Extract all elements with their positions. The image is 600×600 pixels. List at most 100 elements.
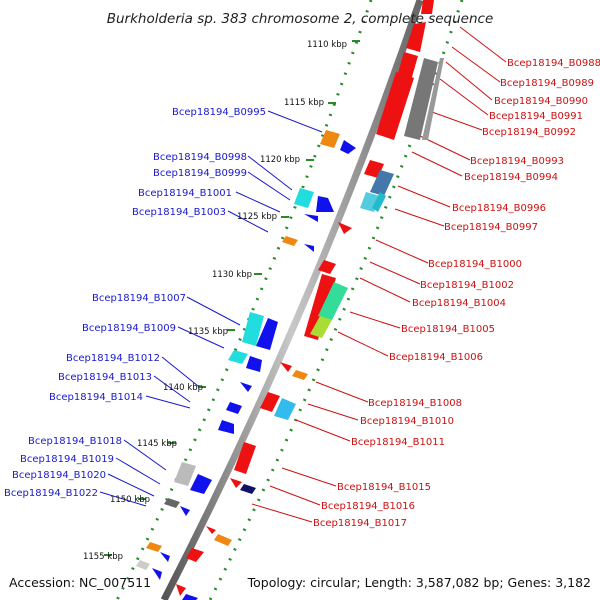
gene-label[interactable]: Bcep18194_B0999: [153, 168, 247, 179]
gene-extra-6: [160, 552, 170, 562]
gene-label[interactable]: Bcep18194_B1003: [132, 207, 226, 218]
gene-B1010: [260, 392, 280, 412]
tick-ring-left: [115, 0, 373, 600]
gene-B0991b: [422, 58, 444, 140]
tick-label: 1150 kbp: [110, 495, 150, 505]
gene-label[interactable]: Bcep18194_B1001: [138, 188, 232, 199]
tick-label: 1145 kbp: [137, 439, 177, 449]
gene-B1018b: [190, 474, 212, 494]
gene-label[interactable]: Bcep18194_B1008: [368, 398, 462, 409]
gene-B0996b: [372, 192, 386, 212]
gene-label[interactable]: Bcep18194_B1012: [66, 353, 160, 364]
gene-label[interactable]: Bcep18194_B0996: [452, 203, 546, 214]
gene-B0995: [320, 130, 340, 148]
gene-label[interactable]: Bcep18194_B1015: [337, 482, 431, 493]
tick-label: 1120 kbp: [260, 155, 300, 165]
gene-B0998: [294, 188, 314, 208]
topology-text: Topology: circular; Length: 3,587,082 bp…: [247, 575, 591, 590]
gene-B0994: [370, 170, 394, 196]
left-leader-lines: [99, 110, 323, 507]
gene-B1014: [218, 420, 234, 434]
gene-B1004: [318, 282, 348, 320]
gene-extra-1: [206, 526, 216, 534]
gene-label[interactable]: Bcep18194_B0993: [470, 156, 564, 167]
gene-label[interactable]: Bcep18194_B0998: [153, 152, 247, 163]
genes-right-strand: [176, 0, 444, 596]
tick-label: 1140 kbp: [163, 383, 203, 393]
gene-B1016: [230, 478, 242, 488]
gene-B1003b: [304, 244, 314, 252]
backbone: [160, 0, 424, 600]
gene-label[interactable]: Bcep18194_B1011: [351, 437, 445, 448]
gene-extra-7: [136, 560, 150, 570]
gene-B1018a: [174, 462, 196, 486]
gene-B1002: [304, 274, 336, 340]
tick-label: 1135 kbp: [188, 327, 228, 337]
gene-label[interactable]: Bcep18194_B1019: [20, 454, 114, 465]
map-title: Burkholderia sp. 383 chromosome 2, compl…: [107, 11, 494, 27]
gene-B1017: [240, 484, 256, 494]
gene-B1015: [234, 442, 256, 474]
gene-B0988: [421, 0, 434, 14]
right-leader-lines: [251, 26, 507, 523]
tick-label: 1110 kbp: [307, 40, 347, 50]
gene-label[interactable]: Bcep18194_B1020: [12, 470, 106, 481]
tick-label: 1115 kbp: [284, 98, 324, 108]
gene-extra-4: [176, 584, 186, 596]
gene-B1013: [226, 402, 242, 414]
left-gene-labels: Bcep18194_B0995 Bcep18194_B0998 Bcep1819…: [4, 107, 266, 499]
gene-B1020: [164, 498, 180, 508]
gene-label[interactable]: Bcep18194_B0991: [489, 111, 583, 122]
gene-label[interactable]: Bcep18194_B1004: [412, 298, 506, 309]
gene-extra-2: [214, 534, 232, 546]
gene-label[interactable]: Bcep18194_B1002: [420, 280, 514, 291]
gene-extra-3: [186, 548, 204, 562]
gene-extra-8: [152, 568, 162, 580]
accession-text: Accession: NC_007511: [9, 575, 151, 590]
gene-label[interactable]: Bcep18194_B1014: [49, 392, 143, 403]
gene-B1008: [292, 370, 308, 380]
gene-extra-9: [182, 594, 198, 600]
gene-label[interactable]: Bcep18194_B1018: [28, 436, 122, 447]
gene-label[interactable]: Bcep18194_B1006: [389, 352, 483, 363]
tick-label: 1130 kbp: [212, 270, 252, 280]
gene-B0992: [376, 72, 414, 140]
gene-label[interactable]: Bcep18194_B1009: [82, 323, 176, 334]
gene-B1011: [274, 398, 296, 420]
gene-label[interactable]: Bcep18194_B1013: [58, 372, 152, 383]
tick-marks: [104, 40, 360, 556]
gene-label[interactable]: Bcep18194_B1000: [428, 259, 522, 270]
gene-label[interactable]: Bcep18194_B0989: [500, 78, 594, 89]
gene-label[interactable]: Bcep18194_B1017: [313, 518, 407, 529]
gene-B1009: [228, 350, 248, 364]
tick-labels: 1110 kbp 1115 kbp 1120 kbp 1125 kbp 1130…: [83, 40, 347, 562]
gene-label[interactable]: Bcep18194_B1007: [92, 293, 186, 304]
gene-B0999: [316, 196, 334, 212]
genes-left-strand: [136, 130, 356, 600]
tick-label: 1155 kbp: [83, 552, 123, 562]
right-gene-labels: Bcep18194_B0988 Bcep18194_B0989 Bcep1819…: [313, 58, 600, 529]
gene-label[interactable]: Bcep18194_B0994: [464, 172, 558, 183]
gene-B1006: [280, 362, 292, 372]
gene-B1012: [240, 382, 252, 392]
gene-label[interactable]: Bcep18194_B1010: [360, 416, 454, 427]
gene-label[interactable]: Bcep18194_B1016: [321, 501, 415, 512]
gene-label[interactable]: Bcep18194_B0997: [444, 222, 538, 233]
gene-label[interactable]: Bcep18194_B0995: [172, 107, 266, 118]
gene-label[interactable]: Bcep18194_B0988: [507, 58, 600, 69]
gene-B0995b: [340, 140, 356, 154]
gene-B1007b: [256, 318, 278, 350]
gene-B1003a: [282, 236, 298, 246]
tick-label: 1125 kbp: [237, 212, 277, 222]
gene-B1007: [242, 312, 264, 346]
gene-B0991: [404, 58, 438, 140]
gene-label[interactable]: Bcep18194_B0992: [482, 127, 576, 138]
gene-label[interactable]: Bcep18194_B1005: [401, 324, 495, 335]
gene-label[interactable]: Bcep18194_B0990: [494, 96, 588, 107]
gene-B1001: [304, 214, 318, 222]
gene-label[interactable]: Bcep18194_B1022: [4, 488, 98, 499]
gene-B0989: [406, 22, 426, 52]
gene-extra-5: [146, 542, 162, 552]
